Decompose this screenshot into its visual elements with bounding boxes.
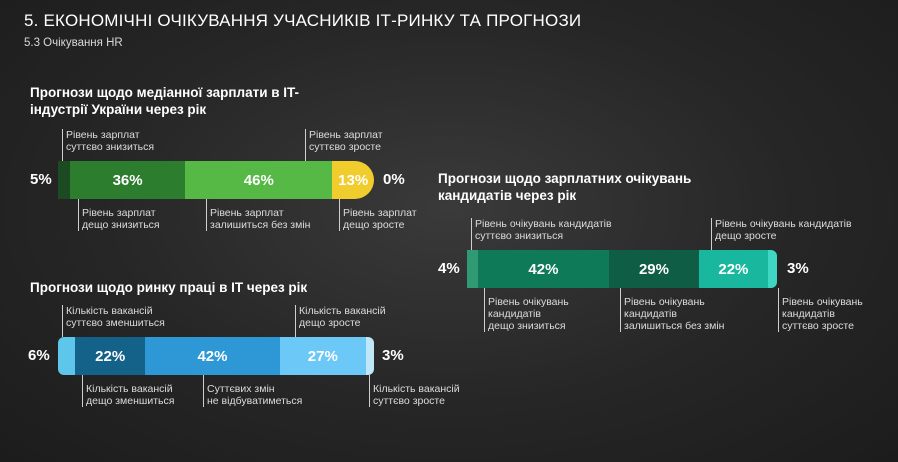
stacked-bar: 22% 42% 27%: [58, 337, 374, 375]
bar-segment: 29%: [608, 250, 700, 288]
stacked-bar: 36% 46% 13%: [58, 161, 374, 199]
bar-segment: 46%: [185, 161, 333, 199]
bar-segment: [58, 161, 70, 199]
chart-title-labour-market: Прогнози щодо ринку праці в ІТ через рік: [30, 280, 308, 295]
value-label-1-4: 3%: [382, 347, 404, 364]
leader-line: [295, 305, 296, 337]
bar-segment: 27%: [279, 337, 366, 375]
category-label: Рівень зарплат суттєво знизиться: [66, 129, 155, 153]
value-label-0-0: 5%: [30, 171, 52, 188]
category-label: Рівень зарплат залишиться без змін: [210, 207, 311, 231]
chart-title-salary: Прогнози щодо медіанної зарплати в IT-ін…: [30, 85, 300, 117]
bar-segment: 42%: [145, 337, 280, 375]
value-label-2-0: 4%: [438, 260, 460, 277]
leader-line: [206, 199, 207, 231]
value-label-2-4: 3%: [787, 260, 809, 277]
leader-line: [778, 288, 779, 332]
page-subtitle: 5.3 Очікування HR: [24, 37, 123, 49]
bar-segment: [767, 250, 777, 288]
category-label: Рівень зарплат дещо знизиться: [82, 207, 160, 231]
bar-segment: 36%: [70, 161, 186, 199]
leader-line: [203, 375, 204, 407]
value-label-0-4: 0%: [383, 171, 405, 188]
value-label-1-0: 6%: [28, 347, 50, 364]
leader-line: [484, 288, 485, 332]
leader-line: [620, 288, 621, 332]
category-label: Рівень очікувань кандидатів суттєво зросте: [782, 296, 863, 332]
category-label: Суттєвих змін не відбуватиметься: [207, 383, 303, 407]
category-label: Кількість вакансій суттєво зменшиться: [66, 305, 165, 329]
leader-line: [369, 375, 370, 407]
bar-segment: 42%: [478, 250, 609, 288]
category-label: Рівень очікувань кандидатів суттєво знизи…: [475, 218, 612, 242]
page-title: 5. ЕКОНОМІЧНІ ОЧІКУВАННЯ УЧАСНИКІВ ІТ-РИ…: [24, 11, 582, 30]
category-label: Рівень очікувань кандидатів залишиться без…: [624, 296, 725, 332]
leader-line: [62, 305, 63, 337]
stacked-bar: 42% 29% 22%: [467, 250, 777, 288]
chart-title-candidate-expectations: Прогнози щодо зарплатних очікувань канди…: [438, 171, 692, 203]
category-label: Кількість вакансій дещо зросте: [299, 305, 386, 329]
category-label: Рівень очікувань кандидатів дещо знизиться: [488, 296, 569, 332]
leader-line: [82, 375, 83, 407]
category-label: Рівень зарплат дещо зросте: [343, 207, 417, 231]
bar-segment: [467, 250, 478, 288]
bar-segment: 13%: [332, 161, 374, 199]
category-label: Рівень зарплат суттєво зросте: [309, 129, 383, 153]
leader-line: [711, 218, 712, 250]
leader-line: [78, 199, 79, 231]
category-label: Кількість вакансій суттєво зросте: [373, 383, 460, 407]
bar-segment: [365, 337, 374, 375]
category-label: Рівень очікувань кандидатів дещо зросте: [715, 218, 852, 242]
leader-line: [471, 218, 472, 250]
bar-segment: 22%: [699, 250, 768, 288]
leader-line: [305, 129, 306, 161]
leader-line: [339, 199, 340, 231]
bar-segment: 22%: [75, 337, 146, 375]
category-label: Кількість вакансій дещо зменшиться: [86, 383, 175, 407]
bar-segment: [58, 337, 75, 375]
leader-line: [62, 129, 63, 161]
